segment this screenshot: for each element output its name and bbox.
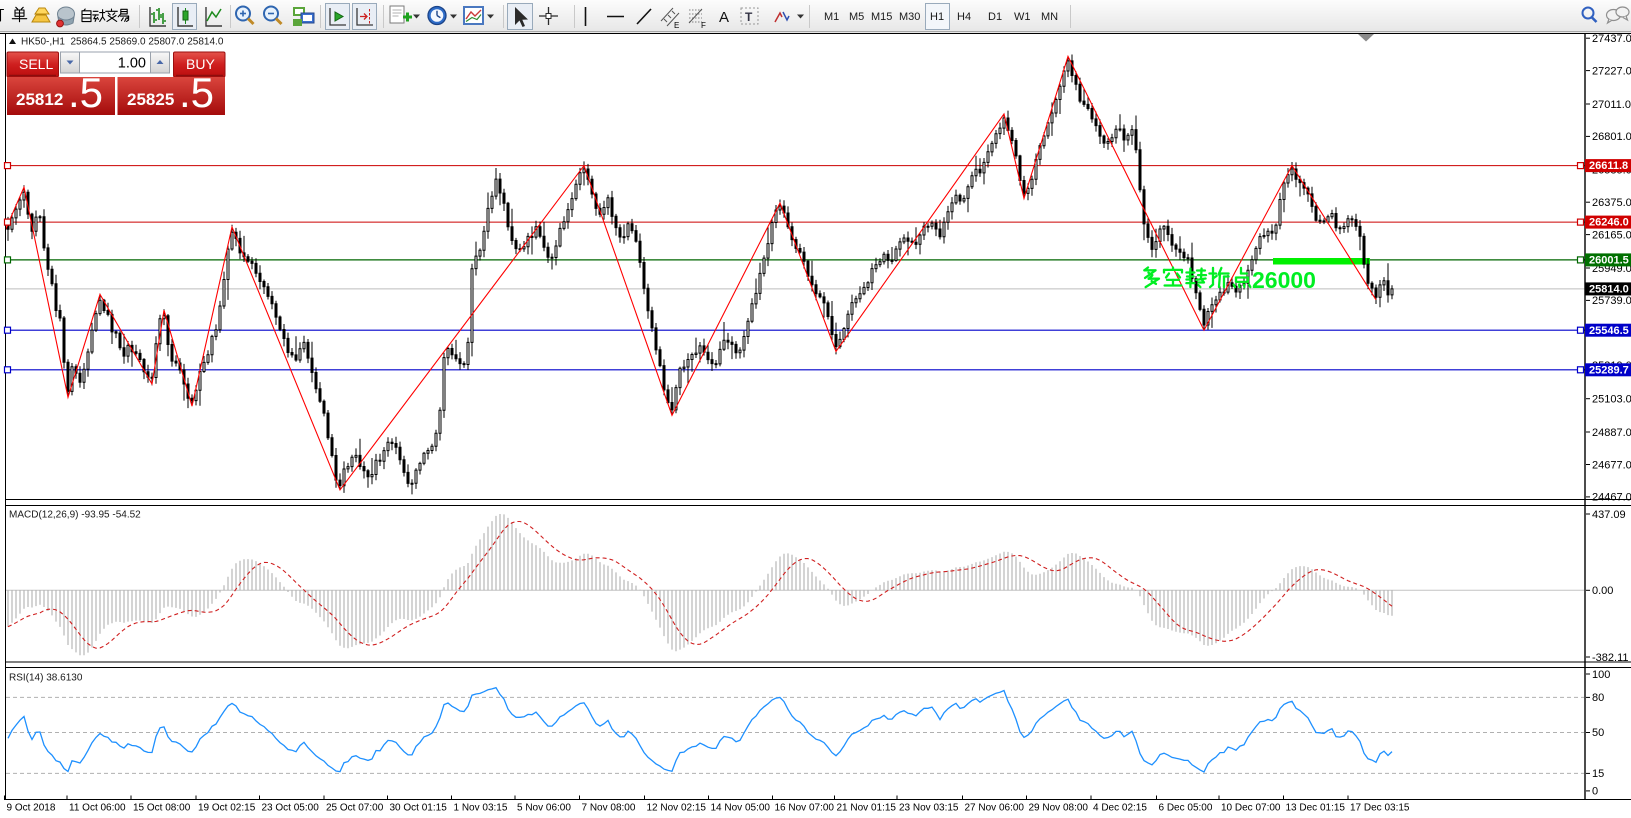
svg-text:25103.0: 25103.0: [1592, 394, 1631, 406]
svg-text:15: 15: [1592, 768, 1604, 780]
svg-text:RSI(14) 38.6130: RSI(14) 38.6130: [9, 673, 83, 684]
svg-text:26375.0: 26375.0: [1592, 197, 1631, 209]
svg-text:M1: M1: [824, 11, 839, 23]
svg-text:17 Dec 03:15: 17 Dec 03:15: [1350, 803, 1410, 814]
svg-text:26246.0: 26246.0: [1589, 217, 1629, 229]
svg-text:26001.5: 26001.5: [1589, 255, 1629, 267]
svg-text:A: A: [719, 9, 729, 26]
svg-text:24677.0: 24677.0: [1592, 459, 1631, 471]
svg-text:19 Oct 02:15: 19 Oct 02:15: [198, 803, 256, 814]
svg-text:1.00: 1.00: [118, 56, 146, 72]
svg-text:25825: 25825: [127, 90, 174, 109]
svg-text:26611.8: 26611.8: [1589, 160, 1628, 172]
svg-text:BUY: BUY: [186, 56, 215, 72]
svg-text:29 Nov 08:00: 29 Nov 08:00: [1029, 803, 1089, 814]
svg-text:0: 0: [1592, 786, 1598, 798]
svg-text:0.00: 0.00: [1592, 585, 1613, 597]
svg-text:7 Nov 08:00: 7 Nov 08:00: [582, 803, 636, 814]
svg-text:SELL: SELL: [19, 56, 53, 72]
svg-text:10 Dec 07:00: 10 Dec 07:00: [1221, 803, 1281, 814]
svg-text:26801.0: 26801.0: [1592, 131, 1631, 143]
svg-text:23 Nov 03:15: 23 Nov 03:15: [899, 803, 959, 814]
svg-text:MACD(12,26,9) -93.95 -54.52: MACD(12,26,9) -93.95 -54.52: [9, 510, 141, 521]
svg-text:16 Nov 07:00: 16 Nov 07:00: [775, 803, 835, 814]
svg-text:T: T: [745, 10, 753, 24]
svg-text:12 Nov 02:15: 12 Nov 02:15: [647, 803, 707, 814]
svg-text:5 Nov 06:00: 5 Nov 06:00: [517, 803, 571, 814]
svg-text:25289.7: 25289.7: [1589, 364, 1629, 376]
svg-text:9 Oct 2018: 9 Oct 2018: [7, 803, 56, 814]
svg-text:26165.0: 26165.0: [1592, 229, 1631, 241]
svg-text:M15: M15: [871, 11, 892, 23]
svg-text:F: F: [701, 21, 706, 30]
svg-text:27227.0: 27227.0: [1592, 65, 1631, 77]
svg-text:30 Oct 01:15: 30 Oct 01:15: [390, 803, 448, 814]
svg-text:-382.11: -382.11: [1592, 652, 1629, 664]
svg-text:6 Dec 05:00: 6 Dec 05:00: [1159, 803, 1213, 814]
svg-text:21 Nov 01:15: 21 Nov 01:15: [837, 803, 897, 814]
svg-text:H1: H1: [930, 11, 944, 23]
svg-text:25 Oct 07:00: 25 Oct 07:00: [326, 803, 384, 814]
svg-text:27437.0: 27437.0: [1592, 33, 1631, 45]
svg-text:E: E: [674, 21, 679, 30]
svg-text:4 Dec 02:15: 4 Dec 02:15: [1093, 803, 1147, 814]
svg-text:HK50-,H1 25864.5 25869.0 2580: HK50-,H1 25864.5 25869.0 25807.0 25814.0: [21, 37, 224, 48]
svg-text:25546.5: 25546.5: [1589, 325, 1629, 337]
svg-text:27011.0: 27011.0: [1592, 99, 1631, 111]
svg-text:80: 80: [1592, 692, 1604, 704]
svg-text:100: 100: [1592, 669, 1610, 681]
svg-text:.5: .5: [179, 69, 214, 116]
svg-text:27 Nov 06:00: 27 Nov 06:00: [965, 803, 1025, 814]
svg-text:26000: 26000: [1252, 267, 1316, 293]
svg-text:24467.0: 24467.0: [1592, 492, 1631, 504]
svg-text:1 Nov 03:15: 1 Nov 03:15: [454, 803, 508, 814]
svg-text:M5: M5: [849, 11, 864, 23]
svg-text:D1: D1: [988, 11, 1002, 23]
svg-text:25739.0: 25739.0: [1592, 295, 1631, 307]
svg-text:11 Oct 06:00: 11 Oct 06:00: [69, 803, 126, 814]
svg-text:W1: W1: [1014, 11, 1031, 23]
svg-text:23 Oct 05:00: 23 Oct 05:00: [262, 803, 320, 814]
svg-text:.5: .5: [68, 69, 103, 116]
svg-text:15 Oct 08:00: 15 Oct 08:00: [133, 803, 191, 814]
svg-text:H4: H4: [957, 11, 971, 23]
svg-text:25814.0: 25814.0: [1589, 284, 1629, 296]
svg-text:24887.0: 24887.0: [1592, 427, 1631, 439]
svg-text:25812: 25812: [16, 90, 63, 109]
svg-text:M30: M30: [899, 11, 920, 23]
svg-text:13 Dec 01:15: 13 Dec 01:15: [1286, 803, 1346, 814]
svg-text:437.09: 437.09: [1592, 509, 1626, 521]
svg-text:14 Nov 05:00: 14 Nov 05:00: [711, 803, 771, 814]
svg-text:MN: MN: [1041, 11, 1058, 23]
svg-text:50: 50: [1592, 727, 1604, 739]
